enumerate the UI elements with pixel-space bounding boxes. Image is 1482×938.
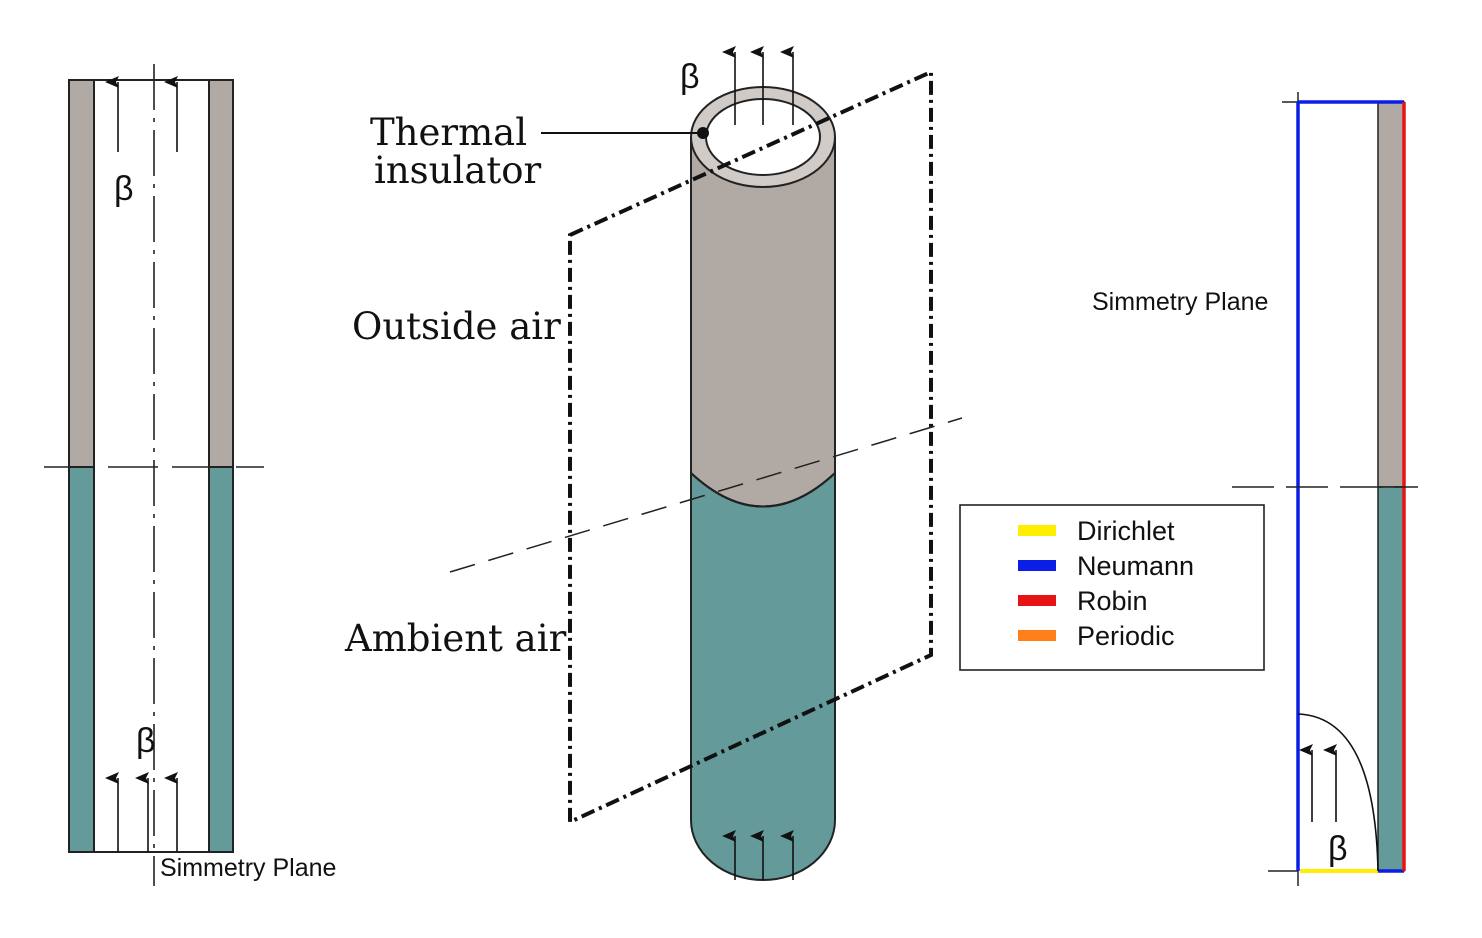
- left-wall-lower-right: [208, 466, 234, 853]
- thermal-insulator-pointer-dot: [697, 127, 709, 139]
- right-velocity-profile-curve: [1297, 713, 1379, 872]
- pipe-upper-section: [690, 136, 836, 508]
- legend-swatch-neumann: [1018, 560, 1056, 571]
- left-wall-upper-left: [68, 79, 95, 468]
- ambient-air-label: Ambient air: [344, 617, 567, 660]
- center-interface-dashed-line: [449, 417, 963, 573]
- legend-label-neumann: Neumann: [1077, 551, 1194, 581]
- pipe-transition-curve: [690, 472, 836, 508]
- legend-label-periodic: Periodic: [1077, 621, 1175, 651]
- outside-air-label: Outside air: [352, 305, 561, 348]
- cutting-plane: [568, 68, 933, 826]
- pipe-lower-section: [690, 470, 836, 881]
- left-beta-bottom-label: β: [136, 722, 156, 760]
- legend-swatch-robin: [1018, 595, 1056, 606]
- legend-swatch-periodic: [1018, 630, 1056, 641]
- center-beta-label: β: [680, 58, 700, 96]
- left-symmetry-plane-label: Simmetry Plane: [160, 854, 336, 882]
- thermal-insulator-label-line1: Thermal: [370, 111, 527, 154]
- legend-label-dirichlet: Dirichlet: [1077, 516, 1175, 546]
- left-wall-upper-right: [208, 79, 234, 468]
- left-cross-section: β β Simmetry Plane: [44, 64, 336, 886]
- legend-box: [959, 504, 1265, 671]
- right-symmetry-plane-label: Simmetry Plane: [1092, 288, 1268, 316]
- right-wall-lower: [1377, 486, 1405, 872]
- right-wall-upper: [1377, 101, 1405, 488]
- right-beta-label: β: [1328, 830, 1348, 868]
- right-half-section: β Simmetry Plane: [1092, 92, 1418, 886]
- legend-label-robin: Robin: [1077, 586, 1148, 616]
- left-beta-top-label: β: [114, 170, 134, 208]
- legend-swatch-dirichlet: [1018, 525, 1056, 536]
- boundary-condition-legend: Dirichlet Neumann Robin Periodic: [959, 504, 1265, 671]
- left-wall-lower-left: [68, 466, 95, 853]
- center-3d-pipe: β Thermal insulator Outside air Ambient …: [344, 46, 963, 881]
- thermal-insulator-label-line2: insulator: [374, 149, 542, 192]
